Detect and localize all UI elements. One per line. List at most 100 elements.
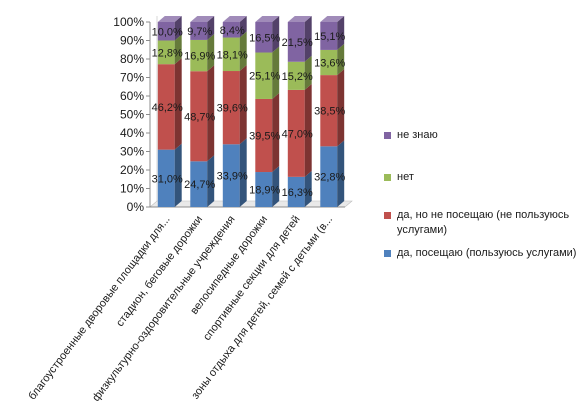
data-label: 25,1%	[249, 71, 280, 83]
data-label: 39,6%	[217, 103, 248, 115]
data-labels-layer: 31,0% 46,2% 12,8% 10,0% 24,7% 48,7% 16,9% 9,7% 3…	[152, 25, 346, 199]
y-tick-label: 20%	[120, 163, 144, 177]
bar-segment-side	[272, 46, 280, 99]
x-tick-label: благоустроенные дворовые площадки для...	[26, 214, 172, 403]
bar-segment-front	[320, 49, 338, 76]
bar-segment-front	[222, 37, 240, 72]
data-label: 38,5%	[314, 106, 345, 118]
data-label: 8,4%	[220, 25, 245, 37]
bar-segment-side	[337, 140, 345, 207]
bar-segment-front	[255, 172, 273, 207]
data-label: 15,2%	[282, 71, 313, 83]
data-label: 16,9%	[184, 51, 215, 63]
bar-segment	[255, 166, 280, 207]
bar-segment-side	[272, 16, 280, 53]
bar-segment-side	[272, 166, 280, 207]
data-label: 16,3%	[282, 187, 313, 199]
bar-segment-front	[190, 71, 208, 162]
bar-segment	[190, 155, 215, 207]
bar-segment-front	[320, 75, 338, 147]
data-label: 47,0%	[282, 128, 313, 140]
legend-item: да, но не посещаю (не пользуюсь услугами…	[384, 208, 587, 238]
legend-label: да, посещаю (пользуюсь услугами)	[397, 247, 577, 259]
bar-segment	[255, 46, 280, 99]
y-tick-label: 50%	[120, 108, 144, 122]
bar-segment-front	[157, 64, 175, 150]
bar-segment-side	[304, 55, 312, 90]
legend-label: да, но не посещаю (не пользуюсь услугами…	[397, 209, 570, 236]
bar-segment-front	[190, 39, 208, 72]
bar-top	[287, 16, 312, 22]
bar-segment	[320, 140, 345, 207]
legend-swatch	[384, 212, 391, 219]
bar-segment-side	[304, 170, 312, 207]
bar-segment	[190, 33, 215, 72]
bar-segment	[287, 16, 312, 62]
data-label: 18,1%	[217, 49, 248, 61]
y-tick-label: 30%	[120, 145, 144, 159]
bar-segment	[320, 43, 345, 76]
data-label: 24,7%	[184, 179, 215, 191]
bar-segment	[222, 65, 247, 145]
bar-segment-front	[255, 52, 273, 99]
bar-segment-front	[222, 144, 240, 207]
bar-segment	[157, 143, 182, 207]
bar-segment-side	[239, 31, 247, 72]
bar-segment	[287, 55, 312, 90]
bar-segment-front	[287, 61, 305, 90]
bar-segment-front	[157, 40, 175, 65]
bar-segment-front	[222, 71, 240, 145]
bar-segment-front	[255, 22, 273, 53]
bar-segment	[320, 69, 345, 147]
bar-segment-side	[207, 65, 215, 162]
bar-segment-side	[207, 33, 215, 72]
bar-segment	[157, 58, 182, 150]
legend-swatch	[384, 250, 391, 257]
bar-segment-side	[174, 58, 182, 150]
bar-segment-side	[207, 155, 215, 207]
bar-segment-front	[255, 98, 273, 173]
data-label: 31,0%	[152, 173, 183, 185]
bars-layer	[157, 16, 345, 207]
data-label: 18,9%	[249, 185, 280, 197]
data-label: 32,8%	[314, 172, 345, 184]
bar-top	[255, 16, 280, 22]
bar-segment-side	[272, 92, 280, 173]
bar-segment-side	[239, 138, 247, 207]
bar-segment	[287, 83, 312, 177]
bar-segment-front	[320, 146, 338, 207]
y-tick-label: 10%	[120, 182, 144, 196]
bar-segment	[320, 16, 345, 50]
bar-segment-side	[174, 143, 182, 207]
bar-segment-front	[190, 22, 208, 40]
bar-segment-side	[239, 65, 247, 145]
data-label: 48,7%	[184, 111, 215, 123]
bar-segment-side	[337, 69, 345, 147]
bar-top	[320, 16, 345, 22]
data-label: 16,5%	[249, 32, 280, 44]
bar-segment	[157, 16, 182, 41]
bar-segment-side	[337, 16, 345, 50]
bar-segment-front	[287, 176, 305, 207]
bar-segment	[255, 92, 280, 173]
bar-segment-front	[157, 149, 175, 207]
bar-segment-side	[304, 83, 312, 177]
legend-item: не знаю	[384, 128, 587, 143]
bar-segment-side	[337, 43, 345, 76]
bar-top	[157, 16, 182, 22]
data-label: 15,1%	[314, 31, 345, 43]
data-label: 21,5%	[282, 37, 313, 49]
data-label: 39,5%	[249, 130, 280, 142]
legend-item: да, посещаю (пользуюсь услугами)	[384, 246, 587, 261]
legend-label: нет	[397, 171, 414, 183]
legend-swatch	[384, 132, 391, 139]
y-tick-label: 80%	[120, 52, 144, 66]
bar-segment-front	[190, 161, 208, 207]
data-label: 9,7%	[187, 26, 212, 38]
bar-segment-side	[174, 16, 182, 41]
y-tick-label: 70%	[120, 71, 144, 85]
bar-segment-side	[174, 34, 182, 65]
bar-segment	[287, 170, 312, 207]
bar-segment	[222, 31, 247, 72]
data-label: 46,2%	[152, 102, 183, 114]
